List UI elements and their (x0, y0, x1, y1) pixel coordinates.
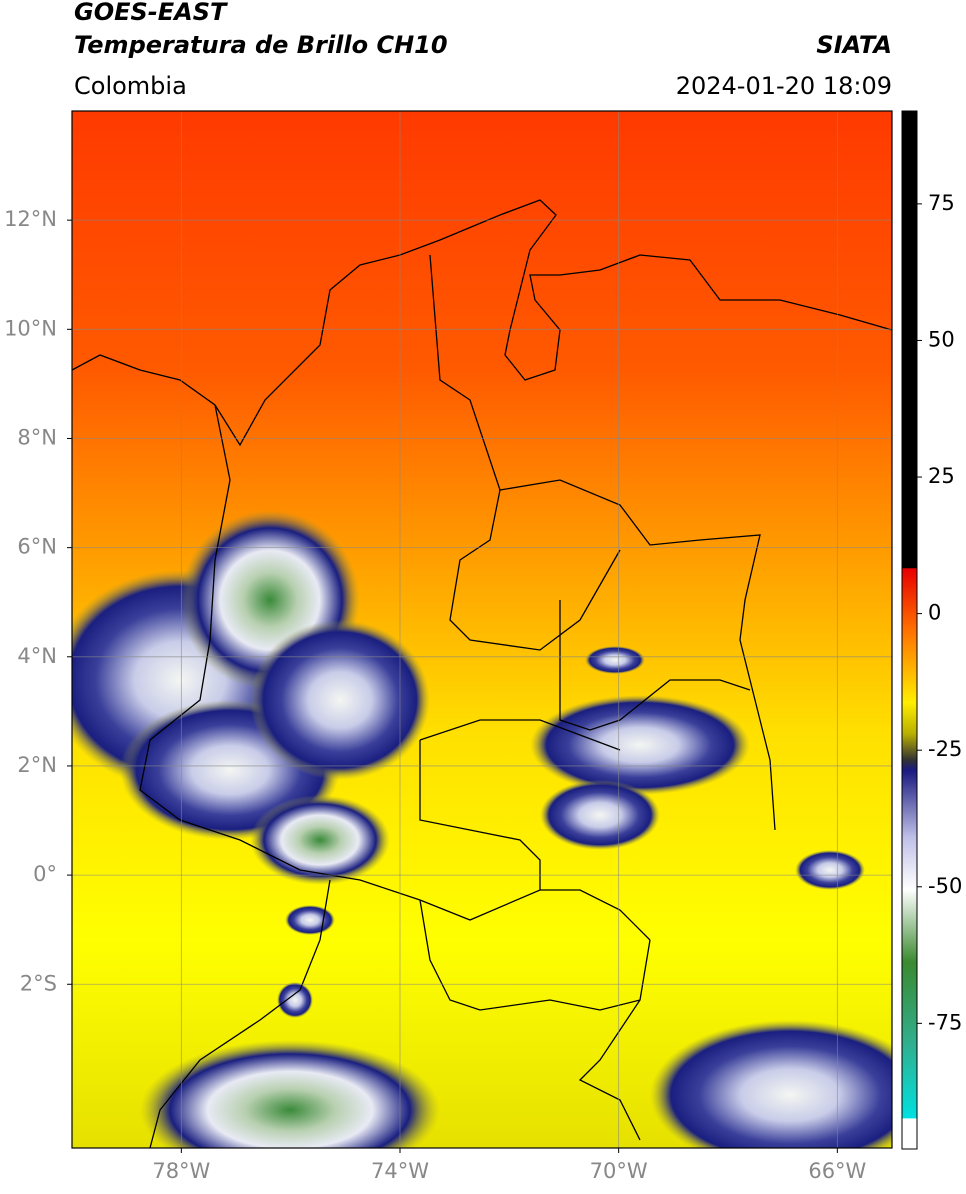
borders (72, 199, 892, 1148)
datetime: 2024-01-20 18:09 (676, 72, 892, 100)
colorbar-tick-label: -50 (928, 874, 962, 898)
y-tick-label: 0° (33, 862, 57, 886)
title-line2: Temperatura de Brillo CH10 (74, 31, 448, 59)
y-tick-label: 4°N (17, 644, 57, 668)
satellite-image (72, 111, 892, 1148)
grid (72, 111, 892, 1148)
x-tick-label: 78°W (152, 1159, 210, 1183)
x-tick-label: 70°W (590, 1159, 648, 1183)
colorbar-tick-label: 0 (928, 601, 941, 625)
region: Colombia (74, 72, 187, 100)
y-tick-label: 10°N (4, 316, 57, 340)
x-tick-label: 66°W (808, 1159, 866, 1183)
title-line1: GOES-EAST (74, 0, 228, 26)
colorbar (901, 110, 918, 1150)
y-tick-label: 8°N (17, 425, 57, 449)
colorbar-tick-label: 25 (928, 464, 955, 488)
y-tick-label: 2°N (17, 753, 57, 777)
y-tick-label: 2°S (20, 971, 57, 995)
y-tick-label: 12°N (4, 207, 57, 231)
colorbar-tick-label: 50 (928, 327, 955, 351)
map-frame (71, 110, 893, 1149)
colorbar-tick-label: 75 (928, 191, 955, 215)
colorbar-tick-label: -25 (928, 737, 962, 761)
y-tick-label: 6°N (17, 535, 57, 559)
x-tick-label: 74°W (371, 1159, 429, 1183)
colorbar-tick-label: -75 (928, 1010, 962, 1034)
source: SIATA (816, 31, 892, 59)
